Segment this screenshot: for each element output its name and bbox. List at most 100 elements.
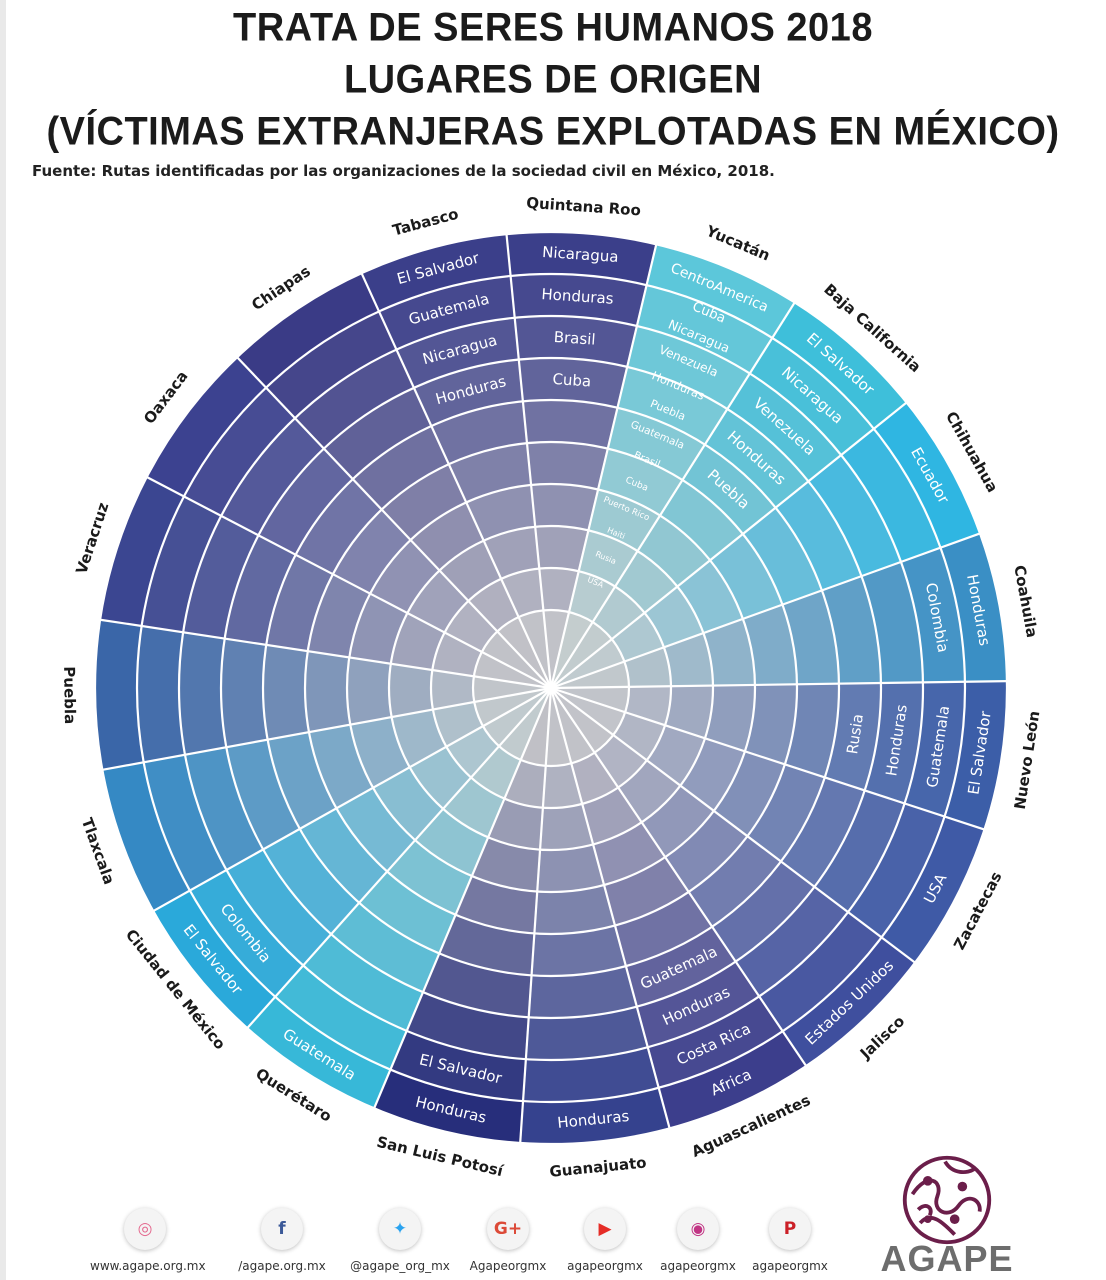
ring-cell	[636, 961, 760, 1048]
social-item[interactable]: ✦ @agape_org_mx	[345, 1200, 455, 1273]
sector-veracruz	[100, 477, 551, 688]
ring-separator	[303, 440, 799, 936]
sector-separator	[549, 244, 658, 689]
ring-cell	[537, 844, 605, 892]
ring-cell	[331, 902, 440, 993]
ring-cell	[483, 526, 540, 579]
ring-cell	[224, 535, 296, 645]
social-handle[interactable]: agapeorgmx	[567, 1259, 643, 1273]
ring-cell	[613, 712, 666, 761]
ring-cell	[540, 803, 594, 850]
sector-separator	[550, 687, 916, 964]
ring-cell	[387, 840, 472, 915]
social-item[interactable]: P agapeorgmx	[735, 1200, 845, 1273]
ring-cell	[237, 273, 380, 388]
ring-cell	[636, 285, 773, 374]
google-plus-icon[interactable]: G+	[487, 1208, 529, 1250]
title-line-1: TRATA DE SERES HUMANOS 2018	[233, 5, 873, 51]
ring-cell	[361, 234, 511, 312]
social-item[interactable]: f /agape.org.mx	[227, 1200, 337, 1273]
social-item[interactable]: ◎ www.agape.org.mx	[90, 1200, 206, 1273]
social-handle[interactable]: agapeorgmx	[752, 1259, 828, 1273]
state-label: Coahuila	[1010, 564, 1041, 639]
ring-cell	[473, 676, 551, 702]
ring-cell	[677, 560, 743, 634]
ring-cell	[841, 428, 941, 562]
ring-cell	[780, 777, 865, 887]
origin-label: Rusia	[843, 713, 867, 756]
page-edge	[0, 0, 6, 1280]
sector-separator	[550, 301, 796, 689]
ring-cell	[352, 426, 449, 510]
dribbble-icon[interactable]: ◎	[124, 1208, 166, 1250]
ring-cell	[847, 803, 945, 938]
ring-cell	[641, 785, 714, 858]
ring-cell	[531, 483, 599, 531]
ring-cell	[432, 701, 483, 747]
ring-cell	[262, 644, 309, 740]
social-item[interactable]: ▶ agapeorgmx	[550, 1200, 660, 1273]
ring-cell	[940, 533, 1007, 682]
ring-cell	[347, 657, 392, 725]
ring-cell	[611, 612, 664, 662]
ring-cell	[506, 232, 657, 286]
ring-cell	[617, 366, 728, 445]
social-footer: ◎ www.agape.org.mx f /agape.org.mx ✦ @ag…	[80, 1200, 850, 1280]
ring-cell	[526, 442, 608, 490]
ring-cell	[551, 688, 614, 753]
ring-cell	[179, 632, 227, 755]
twitter-icon[interactable]: ✦	[379, 1208, 421, 1250]
ring-cell	[881, 816, 985, 963]
social-handle[interactable]: @agape_org_mx	[350, 1259, 450, 1273]
ring-cell	[466, 484, 536, 541]
agape-logo-mark-icon	[902, 1155, 992, 1245]
ring-cell	[504, 759, 546, 808]
ring-cell	[904, 681, 965, 817]
ring-cell	[482, 688, 551, 747]
ring-cell	[704, 409, 809, 508]
ring-cell	[607, 407, 705, 481]
social-item[interactable]: ◉ agapeorgmx	[643, 1200, 753, 1273]
ring-cell	[391, 709, 447, 768]
instagram-glyph: ◉	[690, 1218, 706, 1239]
ring-cell	[415, 808, 489, 877]
social-handle[interactable]: www.agape.org.mx	[90, 1259, 206, 1273]
social-item[interactable]: G+ Agapeorgmx	[453, 1200, 563, 1273]
state-label: Tlaxcala	[78, 815, 118, 886]
instagram-icon[interactable]: ◉	[677, 1208, 719, 1250]
ring-cell	[410, 502, 484, 571]
google-plus-glyph: G+	[493, 1218, 523, 1239]
ring-cell	[710, 533, 783, 619]
youtube-icon[interactable]: ▶	[584, 1208, 626, 1250]
facebook-icon[interactable]: f	[261, 1208, 303, 1250]
sector-quintana-roo	[506, 232, 657, 688]
ring-cell	[379, 275, 515, 350]
ring-cell	[183, 387, 295, 516]
ring-cell	[102, 762, 190, 912]
social-handle[interactable]: agapeorgmx	[660, 1259, 736, 1273]
ring-cell	[749, 338, 874, 456]
ring-cell	[873, 402, 981, 548]
ring-cell	[571, 752, 619, 804]
source-note: Fuente: Rutas identificadas por las orga…	[32, 162, 775, 180]
ring-cell	[439, 914, 535, 976]
ring-cell	[471, 837, 541, 892]
sector-san-luis-potosi	[374, 688, 551, 1143]
state-label: Guanajuato	[549, 1153, 648, 1180]
ring-cell	[389, 663, 433, 718]
ring-cell	[390, 613, 445, 671]
ring-cell	[647, 996, 783, 1088]
pinterest-icon[interactable]: P	[769, 1208, 811, 1250]
ring-cell	[551, 688, 595, 764]
ring-cell	[266, 554, 333, 652]
sector-separator	[246, 687, 552, 1029]
sector-puebla	[94, 619, 551, 770]
ring-cell	[522, 399, 618, 449]
ring-cell	[373, 767, 444, 841]
ring-cell	[772, 302, 907, 429]
social-handle[interactable]: Agapeorgmx	[469, 1259, 547, 1273]
ring-cell	[308, 724, 374, 809]
ring-cell	[136, 626, 186, 763]
ring-cell	[267, 732, 337, 829]
social-handle[interactable]: /agape.org.mx	[238, 1259, 326, 1273]
